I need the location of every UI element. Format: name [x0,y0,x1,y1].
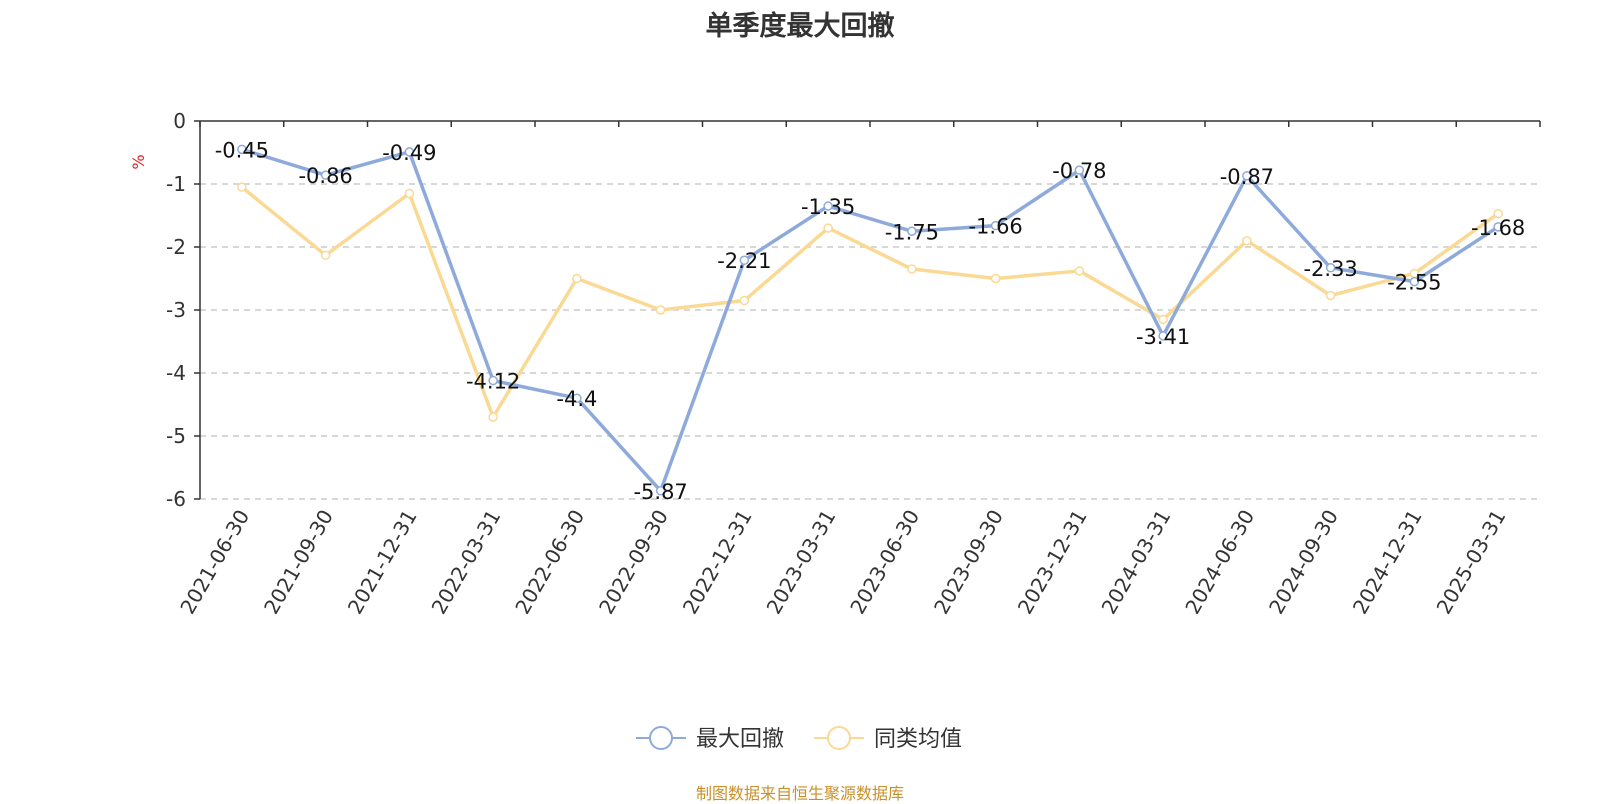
y-tick-label: -5 [166,424,186,448]
data-point [1074,266,1085,276]
x-tick-label: 2024-09-30 [1264,506,1343,619]
y-tick-label: -6 [166,487,186,511]
x-tick-label: 2023-03-31 [762,506,841,619]
data-point [1158,331,1168,341]
data-point [739,255,750,265]
data-point [655,486,666,496]
data-point [823,223,833,233]
data-label: -0.87 [1220,165,1274,189]
data-point [907,226,917,236]
data-label: -1.75 [885,220,939,244]
data-labels: -0.45 -0.86 -0.49 -4.12 -4.4 -5.87 -2.21 -1.35 -… [215,138,1526,503]
data-point [488,375,498,386]
data-point [739,295,750,306]
data-label: -1.35 [801,195,855,219]
data-label: -4.12 [466,370,520,394]
data-point [572,273,582,284]
data-point [488,412,498,422]
data-point [823,201,833,211]
data-label: -2.55 [1387,271,1441,295]
legend-marker [827,726,851,750]
data-point [990,220,1001,231]
data-point [1158,314,1168,325]
source-footer: 制图数据来自恒生聚源数据库 [695,784,904,803]
data-point [1242,235,1252,246]
x-tick-label: 2021-12-31 [343,506,422,619]
data-point [237,144,247,155]
y-tick-label: -2 [166,235,186,259]
data-point [907,264,917,274]
x-tick-label: 2024-06-30 [1180,506,1259,619]
data-point [237,182,247,192]
x-tick-label: 2025-03-31 [1432,506,1511,619]
data-label: -5.87 [633,480,687,504]
data-label: -0.49 [382,141,436,165]
data-point [1409,276,1420,287]
data-point [320,170,331,180]
x-tick-label: 2023-06-30 [845,506,924,619]
chart-title: 单季度最大回撤 [705,11,895,42]
x-tick-label: 2024-12-31 [1348,506,1427,619]
x-tick-label: 2023-12-31 [1013,506,1092,619]
legend: 最大回撤 同类均值 [636,726,962,752]
data-point [1325,263,1336,273]
series-layer [237,144,1503,496]
data-point [1493,208,1503,219]
x-tick-label: 2022-09-30 [594,506,673,619]
data-label: -1.68 [1471,216,1525,240]
data-point [1493,222,1503,232]
series-line [240,185,1500,419]
x-tick-label: 2022-06-30 [510,506,589,619]
data-point [990,273,1001,284]
data-label: -1.66 [968,215,1022,239]
x-tick-label: 2024-03-31 [1097,506,1176,619]
x-tick-label: 2021-09-30 [259,506,338,619]
y-tick-label: 0 [173,109,186,133]
data-point [404,188,415,199]
data-point [404,147,415,157]
data-point [1325,290,1336,301]
legend-label: 同类均值 [874,727,962,752]
legend-marker [649,726,673,750]
x-tick-label: 2022-12-31 [678,506,757,619]
data-point [1242,171,1252,181]
y-tick-label: -1 [166,172,186,196]
data-point [1074,165,1085,175]
data-label: -0.86 [298,164,352,188]
grid-lines [200,183,1540,500]
y-axis-label: % [129,154,148,169]
x-tick-label: 2021-06-30 [175,506,254,619]
data-label: -0.45 [215,138,269,162]
y-tick-label: -3 [166,298,186,322]
data-point [320,250,331,260]
data-label: -3.41 [1136,325,1190,349]
data-label: -4.4 [556,387,597,411]
series-line [241,147,1500,493]
data-label: -2.33 [1303,257,1357,281]
x-tick-label: 2022-03-31 [427,506,506,619]
legend-label: 最大回撤 [696,727,784,752]
data-point [655,305,666,315]
y-tick-label: -4 [166,361,186,385]
x-tick-label: 2023-09-30 [929,506,1008,619]
data-point [572,393,582,403]
data-label: -0.78 [1052,159,1106,183]
data-label: -2.21 [717,249,771,273]
